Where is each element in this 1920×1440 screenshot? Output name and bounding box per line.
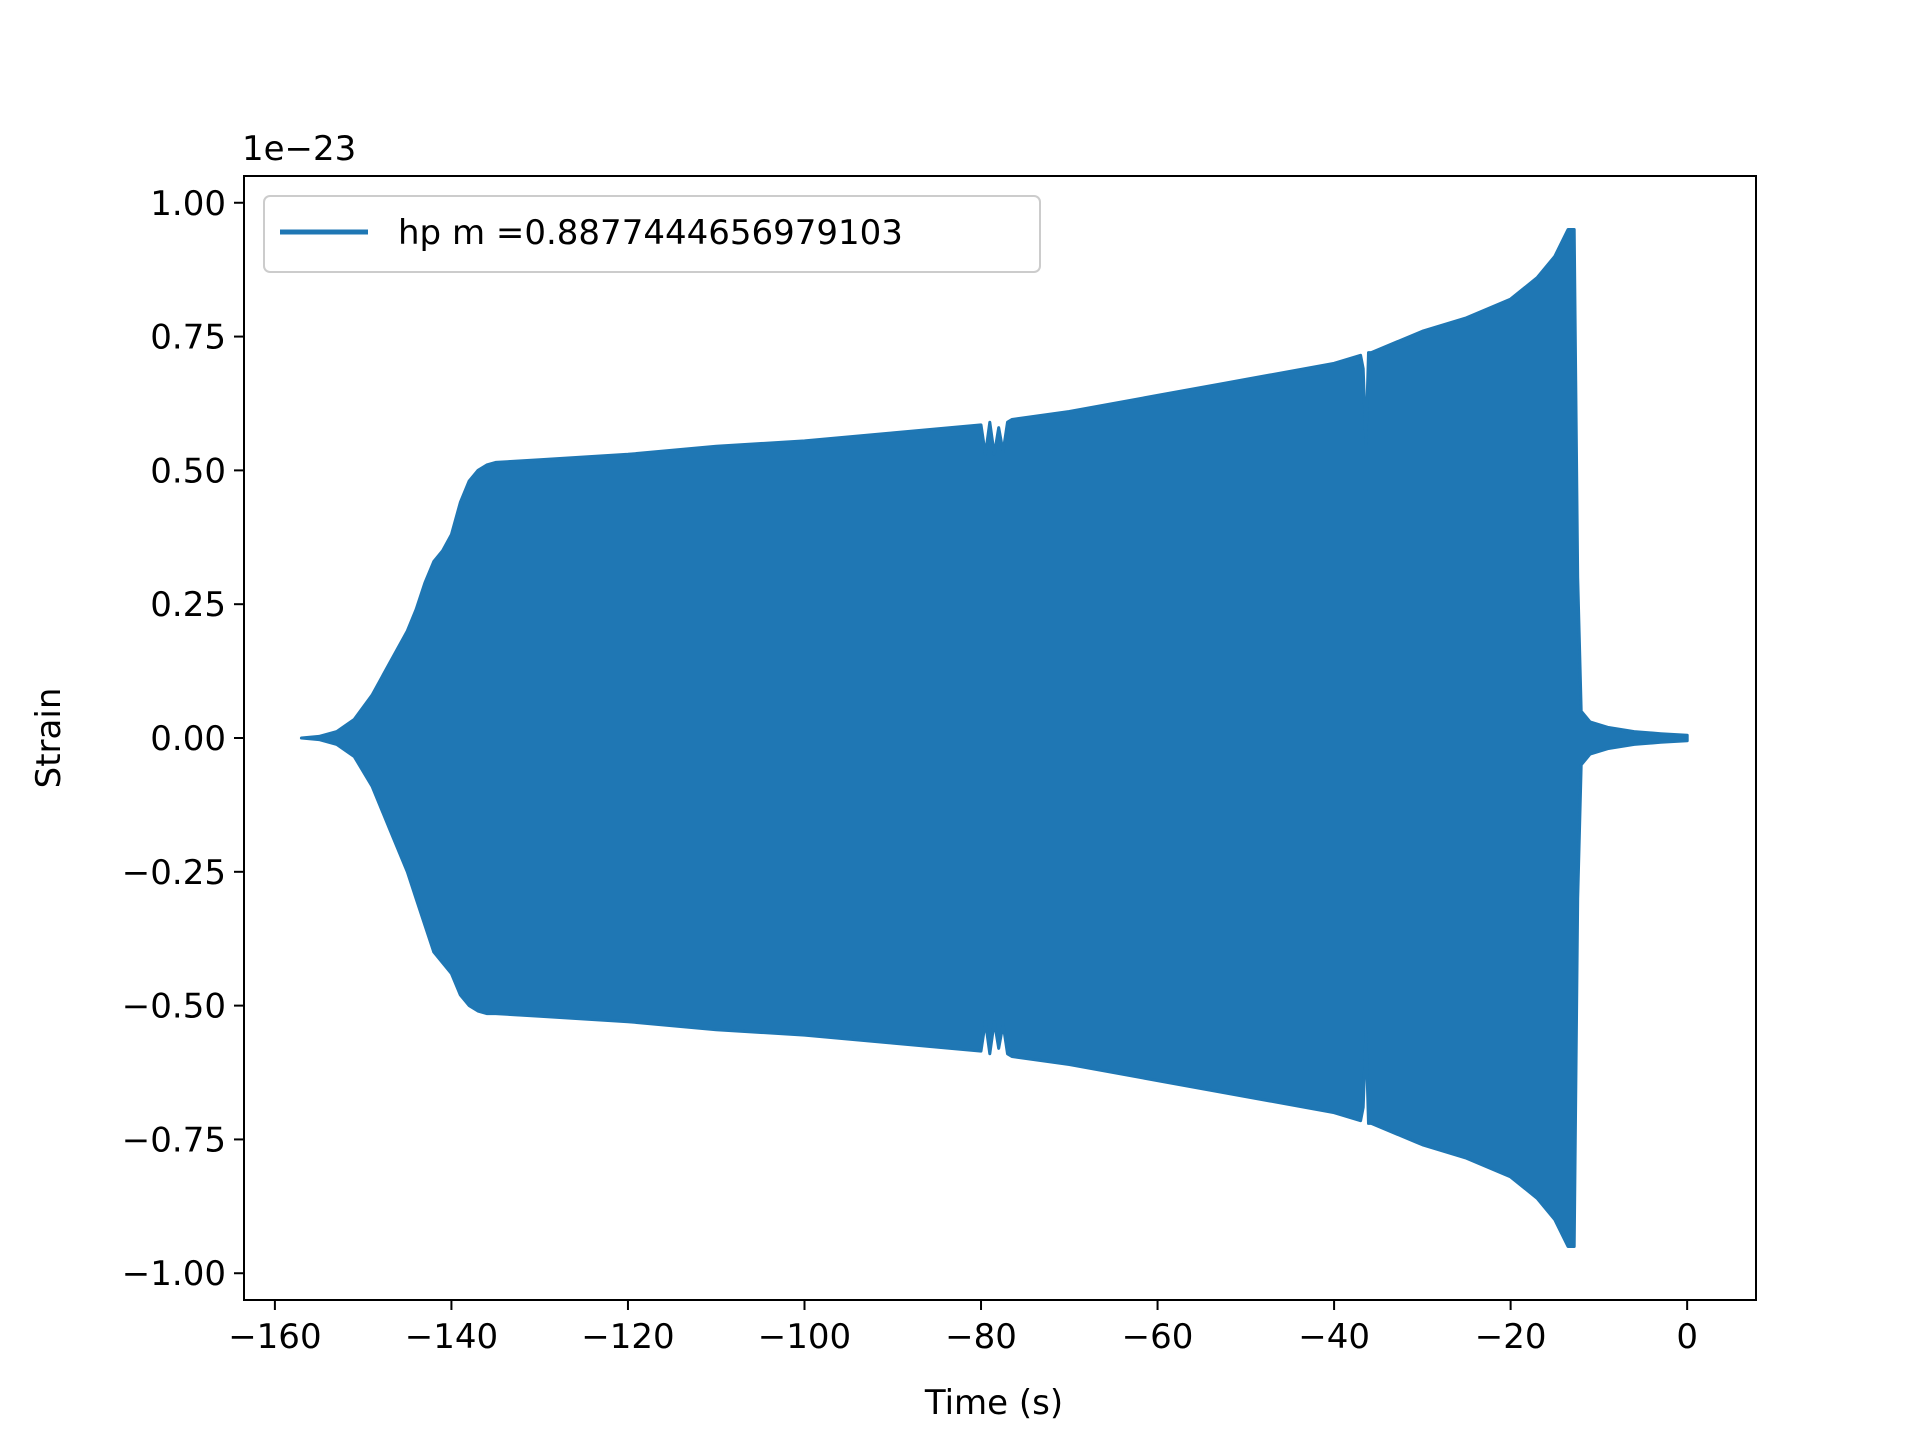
y-tick-label: −1.00 [122,1254,226,1294]
y-axis-offset-label: 1e−23 [242,129,356,169]
legend: hp m =0.8877444656979103 [263,195,1041,273]
y-axis-ticks: 1.00 0.75 0.50 0.25 0.00 −0.25 −0.50 −0.75 −1.00 [122,184,244,1294]
plot-layer [299,228,1689,1248]
x-tick-label: −100 [758,1317,851,1357]
y-tick-label: −0.75 [122,1120,226,1160]
x-tick-label: 0 [1676,1317,1698,1357]
legend-label: hp m =0.8877444656979103 [398,213,903,253]
x-tick-label: −80 [945,1317,1017,1357]
legend-box [263,195,1041,273]
y-tick-label: 0.75 [150,318,226,358]
x-tick-label: −60 [1122,1317,1194,1357]
x-axis-label: Time (s) [924,1383,1063,1423]
y-tick-label: 0.00 [150,719,226,759]
x-tick-label: −20 [1475,1317,1547,1357]
y-tick-label: 0.50 [150,451,226,491]
y-tick-label: −0.25 [122,853,226,893]
y-tick-label: 0.25 [150,585,226,625]
y-tick-label: 1.00 [150,184,226,224]
x-axis-ticks: −160 −140 −120 −100 −80 −60 −40 −20 0 [228,1300,1698,1357]
x-tick-label: −140 [405,1317,498,1357]
x-tick-label: −120 [581,1317,674,1357]
series-waveform [299,228,1689,1248]
x-tick-label: −160 [228,1317,321,1357]
y-axis-label: Strain [29,688,69,789]
y-tick-label: −0.50 [122,987,226,1027]
x-tick-label: −40 [1298,1317,1370,1357]
